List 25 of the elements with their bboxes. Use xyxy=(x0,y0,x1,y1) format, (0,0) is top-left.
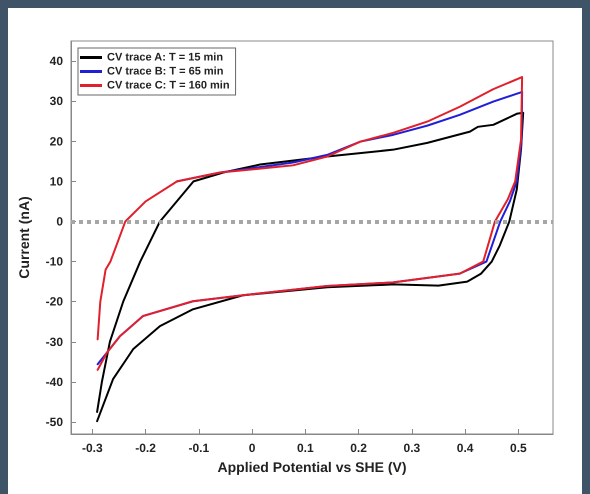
x-tick-label: -0.3 xyxy=(82,441,103,455)
x-tick-label: 0.1 xyxy=(297,441,314,455)
legend-label: CV trace B: T = 65 min xyxy=(107,66,224,78)
y-tick-label: -10 xyxy=(46,254,64,269)
y-tick-label: -40 xyxy=(46,374,64,389)
legend-label: CV trace A: T = 15 min xyxy=(107,52,224,64)
y-tick-label: 40 xyxy=(50,54,64,68)
x-tick-label: -0.1 xyxy=(188,441,210,455)
y-tick-label: -50 xyxy=(46,414,64,429)
y-axis-title: Current (nA) xyxy=(16,196,32,279)
x-axis-title: Applied Potential vs SHE (V) xyxy=(217,459,407,475)
x-tick-label: 0 xyxy=(248,441,256,455)
y-tick-label: -30 xyxy=(46,334,64,349)
x-tick-label: 0.4 xyxy=(456,441,474,455)
y-tick-label: 0 xyxy=(56,214,64,228)
legend-label: CV trace C: T = 160 min xyxy=(107,80,230,92)
y-tick-label: 30 xyxy=(50,94,64,108)
x-tick-label: 0.2 xyxy=(350,441,368,455)
x-tick-label: -0.2 xyxy=(135,441,156,455)
x-tick-label: 0.3 xyxy=(404,441,421,455)
y-tick-label: 20 xyxy=(50,134,64,148)
y-tick-label: -20 xyxy=(46,294,64,309)
line-series xyxy=(96,112,524,422)
x-tick-label: 0.5 xyxy=(510,441,528,455)
y-tick-label: 10 xyxy=(50,174,64,188)
